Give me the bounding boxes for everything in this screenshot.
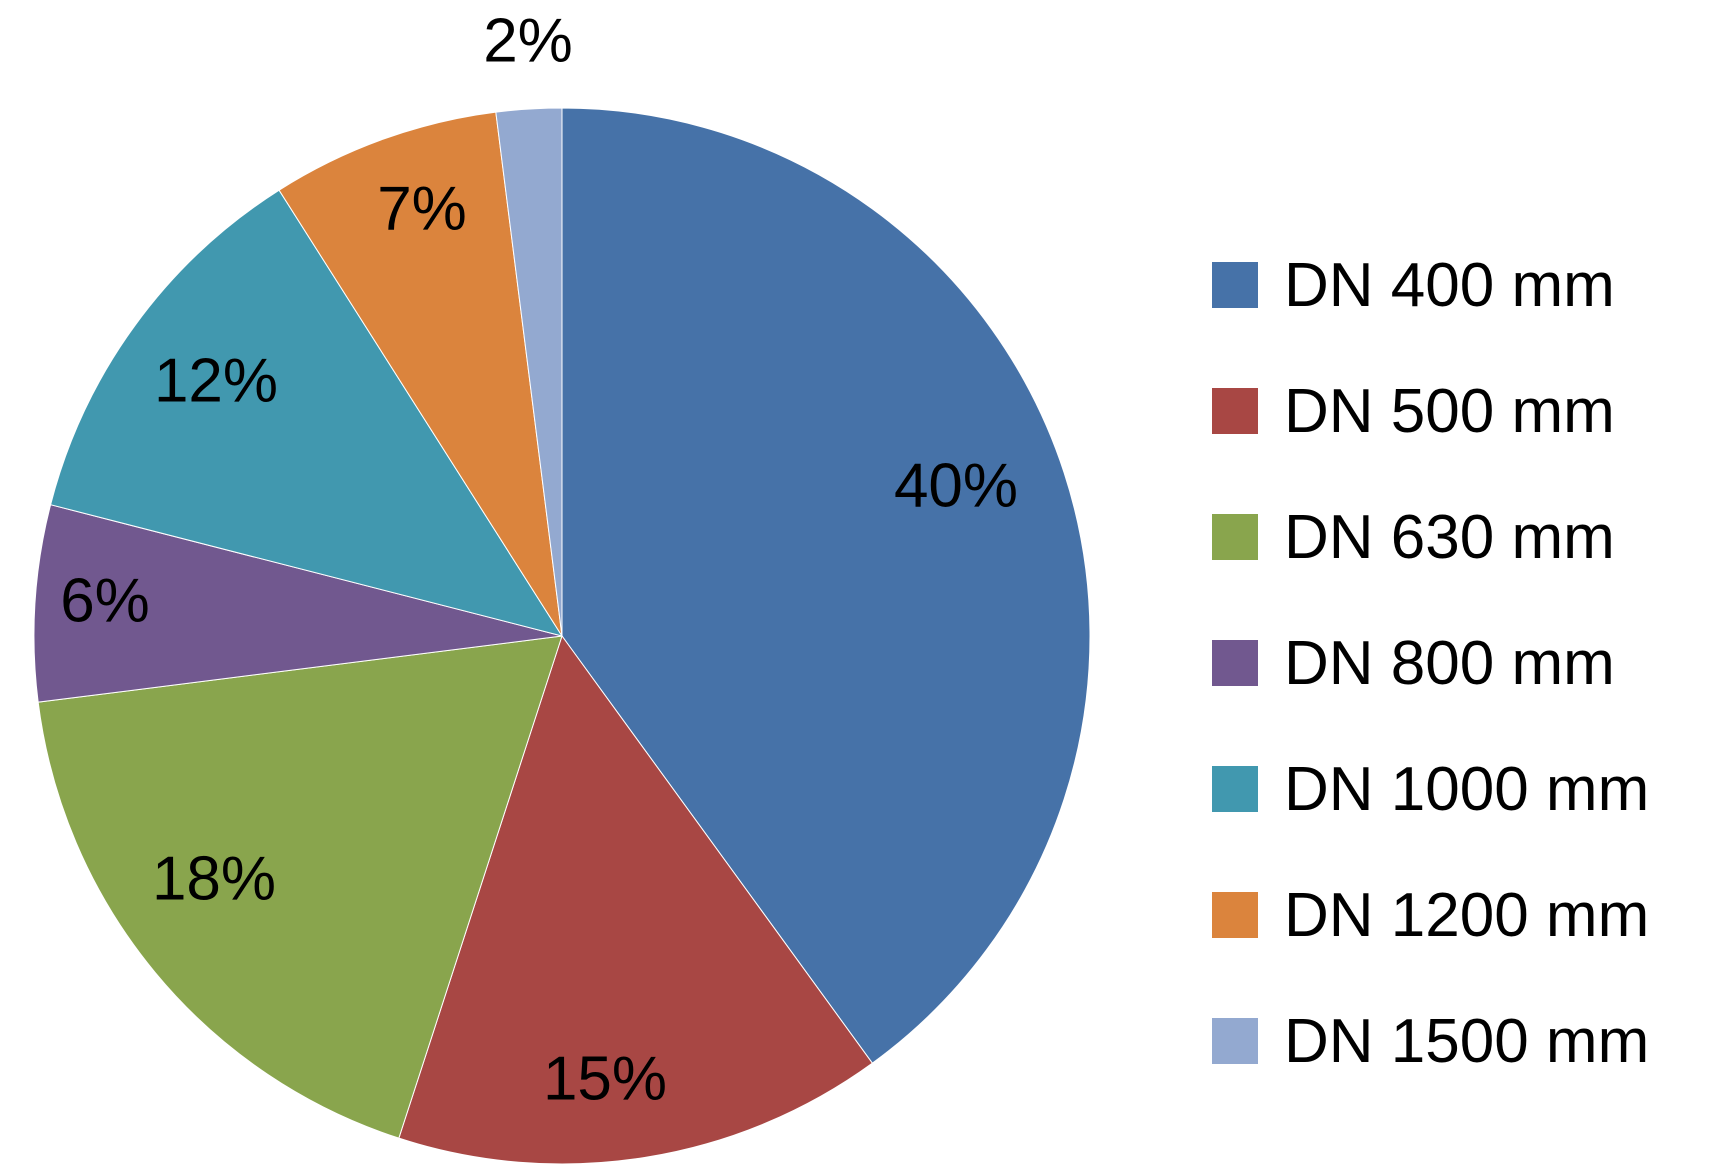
legend-swatch — [1212, 514, 1258, 560]
data-label-dn-1000-mm: 12% — [154, 346, 278, 415]
legend-item: DN 1200 mm — [1212, 852, 1727, 978]
legend-item: DN 800 mm — [1212, 600, 1727, 726]
legend-swatch — [1212, 892, 1258, 938]
legend-item: DN 1500 mm — [1212, 978, 1727, 1104]
legend-item: DN 400 mm — [1212, 222, 1727, 348]
pie-slice-dn-800-mm — [33, 504, 563, 703]
data-label-dn-800-mm: 6% — [60, 566, 150, 635]
data-label-dn-1200-mm: 7% — [377, 174, 467, 243]
chart-legend: DN 400 mm DN 500 mm DN 630 mm DN 800 mm DN 1… — [1212, 222, 1727, 1104]
pie-data-labels: 40% 15% 18% 6% 12% 7% 2% — [60, 6, 1018, 1113]
pie-slice-dn-630-mm — [37, 635, 563, 1139]
data-label-dn-630-mm: 18% — [152, 844, 276, 913]
data-label-dn-500-mm: 15% — [543, 1044, 667, 1113]
legend-swatch — [1212, 640, 1258, 686]
legend-label: DN 1000 mm — [1284, 754, 1650, 824]
legend-label: DN 400 mm — [1284, 250, 1615, 320]
data-label-dn-400-mm: 40% — [894, 451, 1018, 520]
pie-slices — [33, 107, 1091, 1165]
legend-label: DN 1500 mm — [1284, 1006, 1650, 1076]
pie-slice-dn-500-mm — [398, 634, 874, 1165]
legend-item: DN 1000 mm — [1212, 726, 1727, 852]
legend-swatch — [1212, 1018, 1258, 1064]
legend-item: DN 500 mm — [1212, 348, 1727, 474]
legend-label: DN 630 mm — [1284, 502, 1615, 572]
pie-slice-dn-1000-mm — [49, 189, 564, 637]
legend-swatch — [1212, 766, 1258, 812]
pie-slice-dn-400-mm — [561, 107, 1091, 1064]
legend-label: DN 500 mm — [1284, 376, 1615, 446]
legend-label: DN 800 mm — [1284, 628, 1615, 698]
pie-slice-dn-1200-mm — [278, 111, 563, 637]
legend-label: DN 1200 mm — [1284, 880, 1650, 950]
legend-swatch — [1212, 262, 1258, 308]
legend-item: DN 630 mm — [1212, 474, 1727, 600]
data-label-dn-1500-mm: 2% — [483, 6, 573, 75]
pie-slice-dn-1500-mm — [495, 107, 563, 637]
legend-swatch — [1212, 388, 1258, 434]
